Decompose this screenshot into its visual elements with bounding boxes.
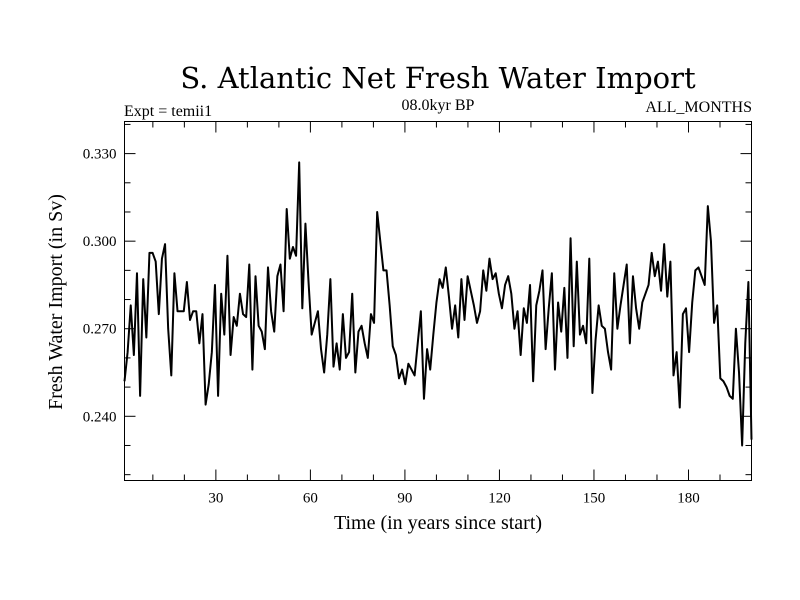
- y-tick-label: 0.330: [83, 147, 117, 163]
- experiment-label: Expt = temii1: [124, 103, 212, 120]
- y-tick-label: 0.270: [83, 322, 117, 338]
- x-tick-label: 180: [677, 491, 700, 507]
- x-tick-label: 60: [303, 491, 318, 507]
- y-tick-label: 0.300: [83, 234, 117, 250]
- series-line-fresh-water-import: [123, 161, 753, 447]
- plot-frame: [124, 121, 752, 481]
- y-axis: 0.240 0.270 0.300 0.330: [83, 123, 752, 476]
- x-tick-label: 30: [208, 491, 223, 507]
- x-axis-label: Time (in years since start): [334, 512, 542, 534]
- chart-title: S. Atlantic Net Fresh Water Import: [180, 61, 696, 95]
- x-tick-label: 90: [397, 491, 412, 507]
- x-axis: 30 60 90 120 150 180: [152, 121, 752, 507]
- y-tick-label: 0.240: [83, 409, 117, 425]
- x-tick-label: 150: [583, 491, 606, 507]
- x-tick-label: 120: [488, 491, 511, 507]
- months-label: ALL_MONTHS: [645, 99, 752, 116]
- y-axis-label: Fresh Water Import (in Sv): [45, 194, 67, 410]
- period-label: 08.0kyr BP: [402, 97, 475, 114]
